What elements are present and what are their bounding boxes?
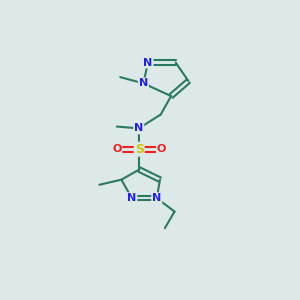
Text: O: O <box>112 144 122 154</box>
Text: N: N <box>143 58 153 68</box>
Text: N: N <box>139 78 148 88</box>
Text: S: S <box>135 143 144 156</box>
Text: N: N <box>152 193 161 203</box>
Text: N: N <box>134 123 143 134</box>
Text: O: O <box>157 144 166 154</box>
Text: N: N <box>127 193 136 203</box>
